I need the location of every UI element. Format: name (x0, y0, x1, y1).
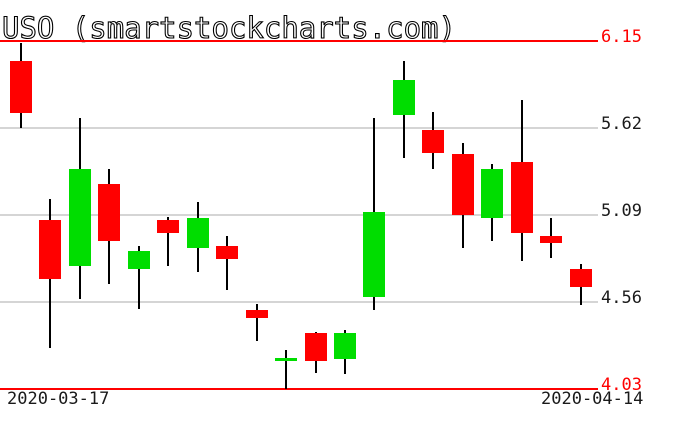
alert-gridline (0, 388, 598, 390)
alert-gridline (0, 40, 598, 42)
candle-body-down (245, 310, 268, 319)
candle-body-up (392, 80, 415, 115)
candle-body-up (363, 211, 386, 298)
y-axis-label: 6.15 (601, 27, 642, 47)
candle-body-up (333, 333, 356, 360)
candle-body-down (216, 246, 239, 260)
candle-body-up (68, 169, 91, 266)
x-axis-label: 2020-04-14 (541, 389, 644, 409)
candle-body-down (304, 333, 327, 362)
candle-body-down (10, 60, 32, 114)
candle-body-up (275, 357, 298, 362)
candle-wick (255, 303, 258, 342)
candle-wick (285, 349, 288, 389)
y-axis-label: 5.09 (601, 201, 642, 221)
gridline (0, 214, 598, 216)
candle-body-down (451, 154, 474, 215)
candle-body-up (481, 169, 504, 219)
y-axis-label: 4.03 (601, 375, 642, 395)
candle-body-up (186, 218, 209, 248)
gridline (0, 301, 598, 303)
candle-body-up (127, 251, 150, 270)
candle-wick (167, 216, 170, 266)
candle-body-down (569, 269, 592, 288)
candle-body-down (157, 219, 180, 234)
y-axis-label: 4.56 (601, 288, 642, 308)
candle-body-down (540, 236, 563, 243)
candle-body-down (39, 219, 62, 280)
y-axis-label: 5.62 (601, 114, 642, 134)
gridline (0, 127, 598, 129)
candle-wick (226, 236, 229, 291)
candle-wick (137, 246, 140, 309)
candle-body-down (98, 183, 121, 242)
chart-title: USO (smartstockcharts.com) (1, 11, 456, 45)
candle-body-down (510, 162, 533, 234)
x-axis-label: 2020-03-17 (7, 389, 110, 409)
candle-body-down (422, 129, 445, 153)
